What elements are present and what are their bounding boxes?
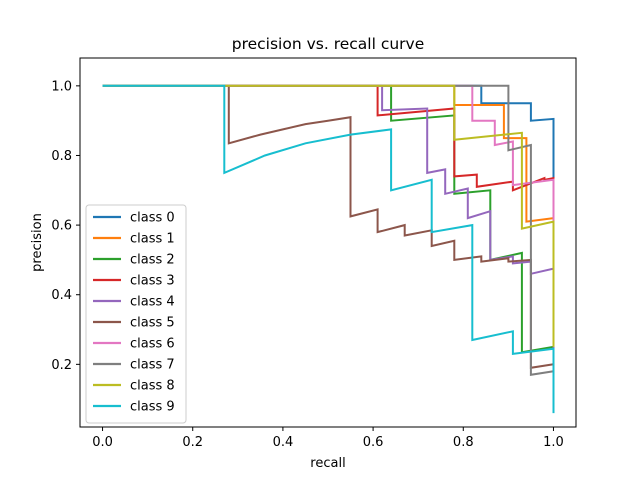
y-tick-label: 0.6 — [51, 219, 72, 234]
legend-label: class 9 — [130, 400, 175, 415]
x-tick-label: 0.0 — [92, 435, 113, 450]
legend-label: class 1 — [130, 232, 175, 247]
y-tick-label: 0.8 — [51, 149, 72, 164]
y-tick-label: 0.4 — [51, 288, 72, 303]
legend-label: class 7 — [130, 358, 175, 373]
series-line-class-8 — [102, 84, 555, 347]
series-line-class-9 — [102, 84, 555, 414]
legend-label: class 0 — [130, 211, 175, 226]
x-tick-label: 0.2 — [182, 435, 203, 450]
legend: class 0 class 1 class 2 class 3 class 4 class… — [85, 204, 187, 424]
series-line-class-3 — [102, 84, 555, 347]
legend-label: class 2 — [130, 253, 175, 268]
legend-label: class 6 — [130, 337, 175, 352]
x-tick-label: 0.6 — [363, 435, 384, 450]
series-line-class-6 — [102, 84, 555, 347]
chart-title: precision vs. recall curve — [232, 35, 425, 53]
x-axis-label: recall — [310, 456, 345, 471]
legend-label: class 5 — [130, 316, 175, 331]
y-tick-label: 0.2 — [51, 358, 72, 373]
series-line-class-2 — [102, 84, 554, 354]
x-tick-label: 0.4 — [273, 435, 294, 450]
x-tick-label: 1.0 — [543, 435, 564, 450]
y-axis-label: precision — [30, 213, 45, 272]
axes-frame — [79, 57, 577, 428]
y-tick-label: 1.0 — [51, 79, 72, 94]
legend-label: class 4 — [130, 295, 175, 310]
ticks-layer: 0.0 0.2 0.4 0.6 0.8 1.0 0.2 0.4 0.6 0.8 1.0 — [51, 79, 563, 450]
plot-layer — [102, 84, 555, 414]
x-tick-label: 0.8 — [453, 435, 474, 450]
legend-label: class 3 — [130, 274, 175, 289]
legend-label: class 8 — [130, 379, 175, 394]
series-line-class-5 — [102, 84, 554, 369]
